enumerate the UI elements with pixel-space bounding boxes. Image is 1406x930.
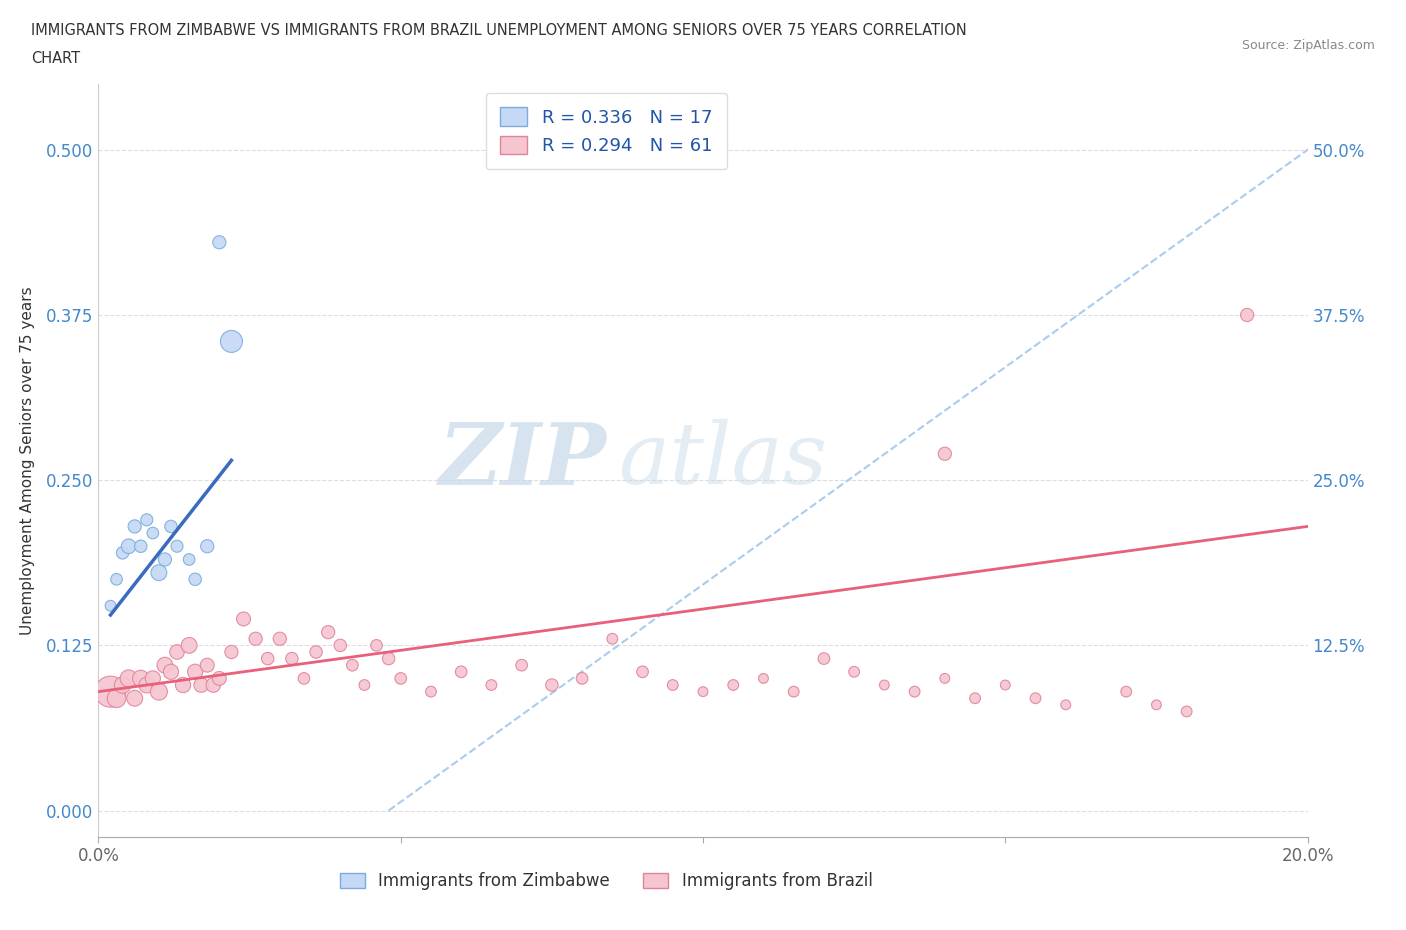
Point [540,678,562,693]
Point [184,664,207,679]
Point [329,638,352,653]
Text: IMMIGRANTS FROM ZIMBABWE VS IMMIGRANTS FROM BRAZIL UNEMPLOYMENT AMONG SENIORS OV: IMMIGRANTS FROM ZIMBABWE VS IMMIGRANTS F… [31,23,967,38]
Point [148,684,170,699]
Point [1236,308,1258,323]
Y-axis label: Unemployment Among Seniors over 75 years: Unemployment Among Seniors over 75 years [20,286,35,634]
Point [190,678,212,693]
Text: CHART: CHART [31,51,80,66]
Point [111,678,134,693]
Point [129,538,152,553]
Point [100,684,122,699]
Point [221,644,243,659]
Point [232,612,254,627]
Text: atlas: atlas [619,419,828,501]
Legend: Immigrants from Zimbabwe, Immigrants from Brazil: Immigrants from Zimbabwe, Immigrants fro… [333,865,879,897]
Point [420,684,443,699]
Point [342,658,364,672]
Point [118,538,141,553]
Point [160,519,183,534]
Point [256,651,278,666]
Point [208,235,231,250]
Text: ZIP: ZIP [439,418,606,502]
Point [994,678,1017,693]
Point [179,638,201,653]
Point [450,664,472,679]
Point [510,658,533,672]
Point [166,644,188,659]
Point [245,631,267,646]
Point [1054,698,1077,712]
Point [221,334,243,349]
Point [135,512,157,527]
Point [148,565,170,580]
Point [172,678,194,693]
Point [571,671,593,685]
Point [118,671,141,685]
Text: Source: ZipAtlas.com: Source: ZipAtlas.com [1241,39,1375,52]
Point [105,572,128,587]
Point [202,678,225,693]
Point [602,631,624,646]
Point [353,678,375,693]
Point [153,658,176,672]
Point [631,664,654,679]
Point [377,651,399,666]
Point [124,519,146,534]
Point [135,678,157,693]
Point [111,545,134,560]
Point [481,678,503,693]
Point [281,651,304,666]
Point [1115,684,1137,699]
Point [965,691,987,706]
Point [184,572,207,587]
Point [142,525,165,540]
Point [844,664,866,679]
Point [813,651,835,666]
Point [752,671,775,685]
Point [124,691,146,706]
Point [723,678,745,693]
Point [160,664,183,679]
Point [873,678,896,693]
Point [934,446,956,461]
Point [166,538,188,553]
Point [934,671,956,685]
Point [100,598,122,613]
Point [661,678,683,693]
Point [1024,691,1046,706]
Point [692,684,714,699]
Point [366,638,388,653]
Point [129,671,152,685]
Point [1175,704,1198,719]
Point [305,644,328,659]
Point [195,658,218,672]
Point [142,671,165,685]
Point [105,691,128,706]
Point [208,671,231,685]
Point [783,684,806,699]
Point [316,625,339,640]
Point [389,671,412,685]
Point [195,538,218,553]
Point [179,552,201,567]
Point [269,631,291,646]
Point [904,684,927,699]
Point [153,552,176,567]
Point [292,671,315,685]
Point [1144,698,1167,712]
